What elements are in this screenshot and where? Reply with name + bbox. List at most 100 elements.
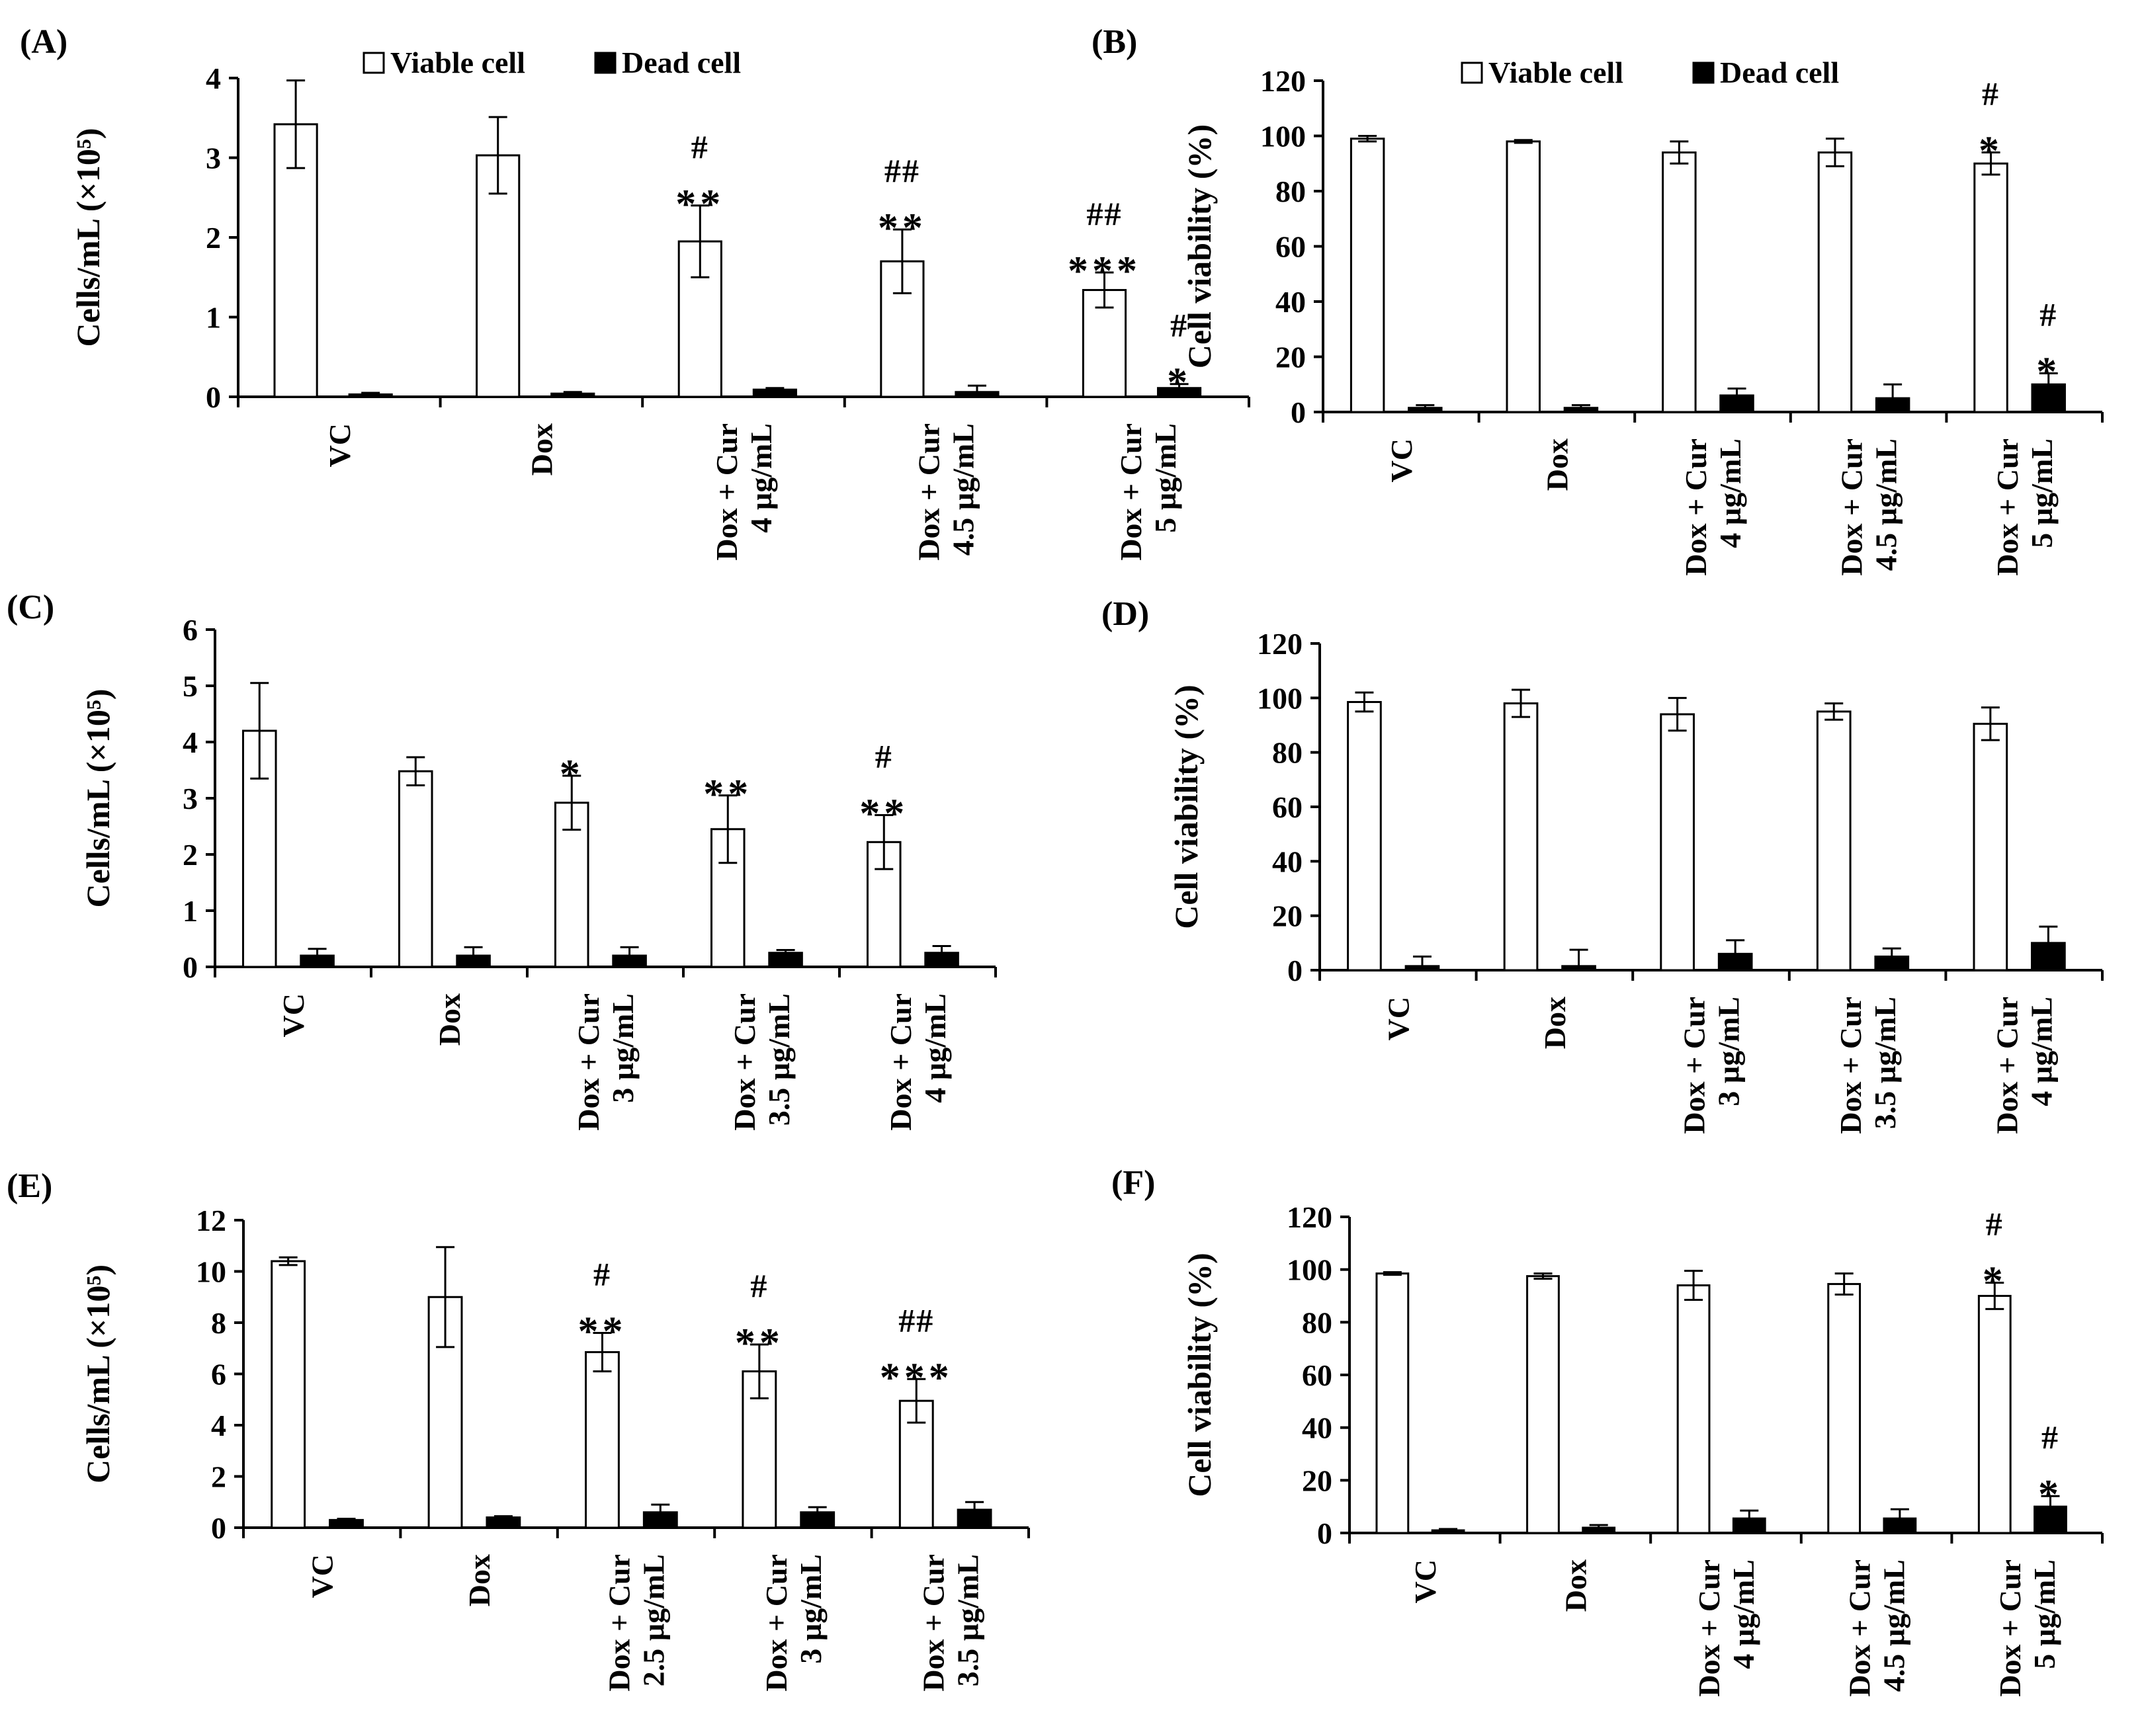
- x-category-label: Dox + Cur: [916, 1554, 950, 1692]
- significance-star: **: [703, 772, 752, 817]
- x-category-label: Dox: [462, 1554, 496, 1606]
- y-tick-label: 2: [206, 221, 221, 255]
- x-category-label: VC: [1385, 438, 1418, 482]
- legend-viable-swatch: [363, 52, 385, 74]
- x-category-label: 5 µg/mL: [1148, 423, 1182, 533]
- x-category-label: Dox + Cur: [912, 423, 946, 561]
- y-tick-label: 4: [183, 725, 198, 759]
- x-category-label: Dox: [433, 993, 466, 1046]
- y-tick-label: 4: [211, 1409, 226, 1442]
- y-tick-label: 40: [1275, 285, 1306, 319]
- x-category-label: Dox: [1540, 438, 1574, 491]
- x-category-label: Dox + Cur: [1114, 423, 1148, 561]
- chart-panel: (D) 0 20 40 60 80 100 120 Cell viability (%) VC Do…: [1101, 595, 2104, 1134]
- significance-star: **: [859, 792, 908, 837]
- y-tick-label: 80: [1272, 736, 1303, 770]
- x-category-label: Dox + Cur: [1834, 997, 1867, 1134]
- significance-hash: #: [2039, 296, 2057, 333]
- x-category-label: Dox + Cur: [1679, 438, 1713, 576]
- y-tick-label: 120: [1260, 64, 1306, 98]
- significance-hash: ##: [898, 1302, 934, 1339]
- viable-cell-bar: [273, 123, 318, 398]
- significance-hash: #: [593, 1256, 611, 1293]
- significance-star: *: [2036, 350, 2061, 395]
- x-category-label: 4.5 µg/mL: [1869, 438, 1903, 571]
- x-category-label: VC: [306, 1554, 339, 1598]
- y-axis-label: Cell viability (%): [1181, 1253, 1218, 1497]
- x-category-label: 3 µg/mL: [606, 993, 640, 1103]
- x-category-label: Dox + Cur: [572, 993, 605, 1131]
- y-tick-label: 0: [1317, 1516, 1332, 1550]
- viable-cell-bar: [1973, 722, 2008, 971]
- y-tick-label: 40: [1302, 1411, 1332, 1445]
- y-tick-label: 40: [1272, 845, 1303, 878]
- y-tick-label: 20: [1275, 341, 1306, 374]
- y-axis-label: Cell viability (%): [1168, 684, 1205, 929]
- y-tick-label: 2: [211, 1460, 226, 1494]
- y-tick-label: 20: [1302, 1464, 1332, 1497]
- viable-cell-bar: [1526, 1275, 1560, 1534]
- y-tick-label: 6: [211, 1358, 226, 1391]
- x-category-label: 4.5 µg/mL: [947, 423, 980, 556]
- y-tick-label: 120: [1287, 1200, 1332, 1234]
- viable-cell-bar: [1347, 701, 1382, 971]
- viable-cell-bar: [1817, 151, 1853, 413]
- x-category-label: 4 µg/mL: [918, 993, 952, 1103]
- y-tick-label: 8: [211, 1306, 226, 1340]
- panel-label: (E): [7, 1167, 52, 1205]
- viable-cell-bar: [1503, 702, 1539, 971]
- x-category-label: Dox + Cur: [710, 423, 744, 561]
- viable-cell-bar: [398, 770, 433, 968]
- x-category-label: 3 µg/mL: [1712, 997, 1746, 1106]
- significance-star: **: [735, 1321, 784, 1366]
- y-tick-label: 60: [1272, 790, 1303, 824]
- significance-hash: ##: [1086, 195, 1122, 232]
- viable-cell-bar: [1973, 162, 2008, 413]
- significance-hash: #: [691, 128, 709, 165]
- viable-cell-bar: [271, 1260, 306, 1529]
- chart-panel: (A) 0 1 2 3 4 Cells/mL (×10⁵) ** # ** ## *** ## * # VC D…: [20, 23, 1250, 561]
- panel-label: (B): [1092, 23, 1137, 61]
- x-category-label: Dox + Cur: [759, 1554, 793, 1692]
- x-category-label: VC: [1408, 1559, 1442, 1603]
- x-category-label: VC: [1381, 997, 1415, 1040]
- x-category-label: VC: [323, 423, 357, 467]
- x-category-label: 4 µg/mL: [2025, 997, 2059, 1106]
- y-tick-label: 1: [183, 894, 198, 928]
- legend-viable-swatch: [1461, 62, 1483, 84]
- x-category-label: Dox + Cur: [884, 993, 918, 1131]
- x-category-label: Dox + Cur: [728, 993, 761, 1131]
- significance-star: *: [1979, 129, 2003, 174]
- x-category-label: Dox + Cur: [1678, 997, 1711, 1134]
- y-axis-label: Cells/mL (×10⁵): [79, 1264, 116, 1483]
- x-category-label: Dox + Cur: [1692, 1559, 1726, 1697]
- y-tick-label: 0: [1287, 954, 1303, 987]
- viable-cell-bar: [1660, 713, 1695, 971]
- y-tick-label: 60: [1302, 1358, 1332, 1392]
- significance-star: **: [675, 182, 724, 227]
- y-tick-label: 6: [183, 613, 198, 647]
- panel-label: (C): [7, 589, 54, 626]
- y-tick-label: 4: [206, 62, 221, 95]
- x-category-label: Dox: [525, 423, 558, 475]
- y-tick-label: 3: [206, 142, 221, 175]
- x-category-label: Dox + Cur: [603, 1554, 636, 1692]
- y-axis-label: Cells/mL (×10⁵): [79, 689, 116, 908]
- significance-hash: #: [1986, 1206, 2004, 1243]
- viable-cell-bar: [1676, 1284, 1711, 1534]
- y-tick-label: 60: [1275, 230, 1306, 264]
- y-tick-label: 1: [206, 301, 221, 335]
- viable-cell-bar: [1816, 710, 1852, 971]
- x-category-label: 4 µg/mL: [1713, 438, 1747, 548]
- y-tick-label: 100: [1287, 1253, 1332, 1287]
- panel-label: (D): [1101, 595, 1149, 633]
- x-category-label: 2.5 µg/mL: [637, 1554, 671, 1686]
- y-tick-label: 20: [1272, 899, 1303, 933]
- y-axis-label: Cells/mL (×10⁵): [69, 128, 107, 347]
- x-category-label: 3.5 µg/mL: [762, 993, 796, 1126]
- y-tick-label: 100: [1260, 120, 1306, 153]
- significance-star: *: [1983, 1259, 2007, 1304]
